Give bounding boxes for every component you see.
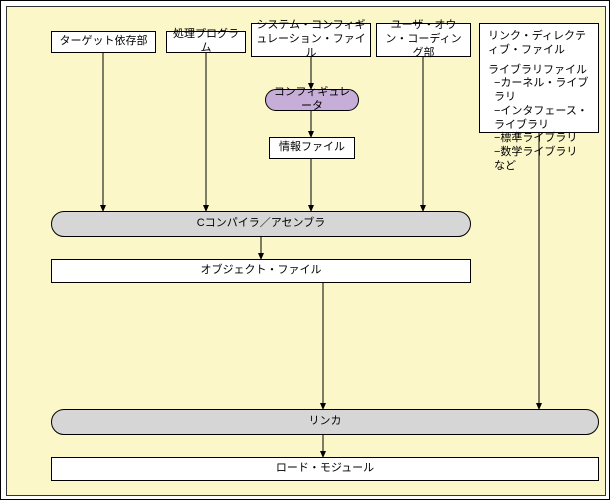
node-info-file: 情報ファイル	[269, 137, 355, 159]
label: コンフィギュレータ	[270, 86, 354, 114]
node-load-module: ロード・モジュール	[51, 457, 599, 481]
node-compiler: Cコンパイラ／アセンブラ	[51, 211, 471, 237]
node-link-directive: リンク・ディレクティブ・ファイル ライブラリファイル −カーネル・ライブラリ −…	[479, 23, 599, 133]
lib-item-3: −数学ライブラリ など	[488, 146, 590, 174]
lib-item-1: −インタフェース・ライブラリ	[488, 105, 590, 133]
label: オブジェクト・ファイル	[201, 264, 322, 278]
lib-item-2: −標準ライブラリ	[488, 132, 577, 146]
library-title: ライブラリファイル	[488, 64, 587, 78]
diagram-canvas: ターゲット依存部 処理プログラム システム・コンフィギュレーション・ファイル ユ…	[0, 0, 610, 500]
node-user-own: ユーザ・オウン・コーディング部	[376, 23, 471, 57]
node-sys-config: システム・コンフィギュレーション・ファイル	[251, 23, 371, 57]
label: ターゲット依存部	[60, 35, 148, 49]
label: リンカ	[309, 415, 342, 429]
node-target-dep: ターゲット依存部	[51, 31, 156, 53]
label: ユーザ・オウン・コーディング部	[381, 19, 466, 60]
lib-item-0: −カーネル・ライブラリ	[488, 77, 590, 105]
node-linker: リンカ	[51, 409, 599, 435]
node-configurator: コンフィギュレータ	[265, 89, 359, 111]
link-dir-title: リンク・ディレクティブ・ファイル	[488, 30, 590, 58]
label: システム・コンフィギュレーション・ファイル	[256, 19, 366, 60]
label: 情報ファイル	[279, 141, 345, 155]
node-object-file: オブジェクト・ファイル	[51, 259, 471, 283]
node-proc-prog: 処理プログラム	[166, 31, 246, 53]
label: Cコンパイラ／アセンブラ	[197, 217, 325, 231]
label: 処理プログラム	[171, 28, 241, 56]
label: ロード・モジュール	[276, 462, 374, 476]
